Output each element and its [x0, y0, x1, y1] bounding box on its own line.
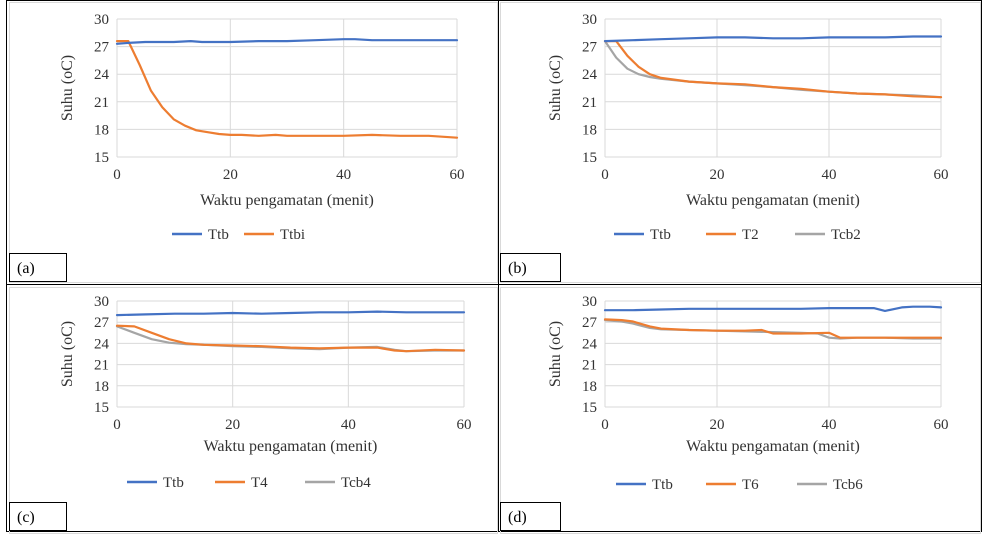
y-tick-label: 21	[94, 95, 109, 111]
series-line-ttb	[115, 310, 466, 317]
y-axis-title: Suhu (oC)	[59, 321, 76, 387]
y-tick-label: 21	[94, 358, 109, 374]
series-line-ttb	[603, 305, 943, 312]
y-tick-label: 18	[94, 379, 109, 395]
series-line-t2	[603, 39, 943, 99]
x-tick-label: 20	[223, 167, 238, 183]
x-tick-label: 0	[601, 417, 609, 433]
x-tick-label: 60	[450, 167, 465, 183]
x-tick-label: 60	[457, 417, 472, 433]
y-tick-label: 15	[94, 400, 109, 416]
x-tick-label: 40	[336, 167, 351, 183]
y-tick-label: 24	[582, 336, 598, 352]
legend-label-ttbi: Ttbi	[280, 227, 305, 243]
x-axis-title: Waktu pengamatan (menit)	[204, 438, 378, 455]
y-tick-label: 27	[582, 40, 598, 56]
x-axis-title: Waktu pengamatan (menit)	[686, 438, 860, 455]
y-axis-title: Suhu (oC)	[59, 55, 76, 121]
panel-label-box	[9, 253, 67, 282]
panel-label-box	[9, 502, 67, 531]
legend-label-tcb6: Tcb6	[833, 477, 863, 493]
x-tick-label: 20	[710, 167, 725, 183]
panel-label-box	[500, 253, 561, 282]
series-line-tcb2	[603, 39, 943, 99]
chart-area-border	[500, 2, 981, 283]
series-line-t4	[115, 324, 466, 353]
y-tick-label: 24	[94, 67, 110, 83]
y-axis-title: Suhu (oC)	[547, 55, 564, 121]
panel-label-box	[500, 502, 561, 531]
x-tick-label: 60	[934, 417, 949, 433]
series-line-ttb	[603, 35, 943, 43]
chart-panel-4: 15 18 21 24 27 30 0 20 40 60 Suhu (oC) Waktu pengam…	[500, 287, 981, 534]
chart-panel-1: 15 18 21 24 27 30 0 20 40 60 Suhu (oC) Waktu pengam…	[9, 2, 498, 283]
y-tick-label: 30	[94, 294, 109, 310]
x-tick-label: 40	[341, 417, 356, 433]
chart-area-border	[500, 287, 981, 534]
x-axis-title: Waktu pengamatan (menit)	[686, 192, 860, 209]
outer-frame	[6, 0, 982, 532]
legend-label-t2: T2	[742, 227, 759, 243]
legend-label-tcb2: Tcb2	[831, 227, 861, 243]
y-tick-label: 15	[582, 400, 597, 416]
chart-area-border	[9, 287, 498, 534]
x-tick-label: 40	[822, 417, 837, 433]
panel-label: (d)	[508, 509, 527, 526]
y-tick-label: 30	[582, 12, 597, 28]
panel-label: (b)	[508, 260, 527, 277]
x-tick-label: 40	[822, 167, 837, 183]
chart-panel-3: 15 18 21 24 27 30 0 20 40 60 Suhu (oC) Waktu pengam…	[9, 287, 498, 534]
y-tick-label: 21	[582, 95, 597, 111]
x-tick-label: 0	[113, 167, 121, 183]
legend-label-t4: T4	[251, 475, 268, 491]
legend-label-t6: T6	[742, 477, 759, 493]
y-tick-label: 27	[94, 315, 110, 331]
y-axis-title: Suhu (oC)	[547, 321, 564, 387]
y-tick-label: 18	[94, 122, 109, 138]
series-line-tcb6	[603, 319, 943, 340]
x-tick-label: 0	[113, 417, 121, 433]
legend-label-ttb: Ttb	[652, 477, 673, 493]
legend-label-ttb: Ttb	[163, 475, 184, 491]
legend-label-ttb: Ttb	[208, 227, 229, 243]
series-line-ttbi	[115, 39, 459, 139]
y-tick-label: 30	[94, 12, 109, 28]
chart-panel-2: 15 18 21 24 27 30 0 20 40 60 Suhu (oC) Waktu pengam…	[500, 2, 981, 283]
y-tick-label: 21	[582, 358, 597, 374]
x-tick-label: 20	[225, 417, 240, 433]
y-tick-label: 27	[582, 315, 598, 331]
x-tick-label: 20	[710, 417, 725, 433]
legend-label-tcb4: Tcb4	[341, 475, 371, 491]
panel-label: (a)	[17, 260, 35, 277]
x-axis-title: Waktu pengamatan (menit)	[200, 192, 374, 209]
y-tick-label: 18	[582, 122, 597, 138]
x-tick-label: 0	[601, 167, 609, 183]
panel-label: (c)	[17, 509, 35, 526]
legend-label-ttb: Ttb	[650, 227, 671, 243]
y-tick-label: 24	[582, 67, 598, 83]
series-line-ttb	[115, 38, 459, 45]
y-tick-label: 24	[94, 336, 110, 352]
y-tick-label: 27	[94, 40, 110, 56]
y-tick-label: 15	[94, 150, 109, 166]
chart-area-border	[9, 2, 498, 283]
series-line-t6	[603, 318, 943, 339]
y-tick-label: 18	[582, 379, 597, 395]
x-tick-label: 60	[934, 167, 949, 183]
y-tick-label: 15	[582, 150, 597, 166]
y-tick-label: 30	[582, 294, 597, 310]
